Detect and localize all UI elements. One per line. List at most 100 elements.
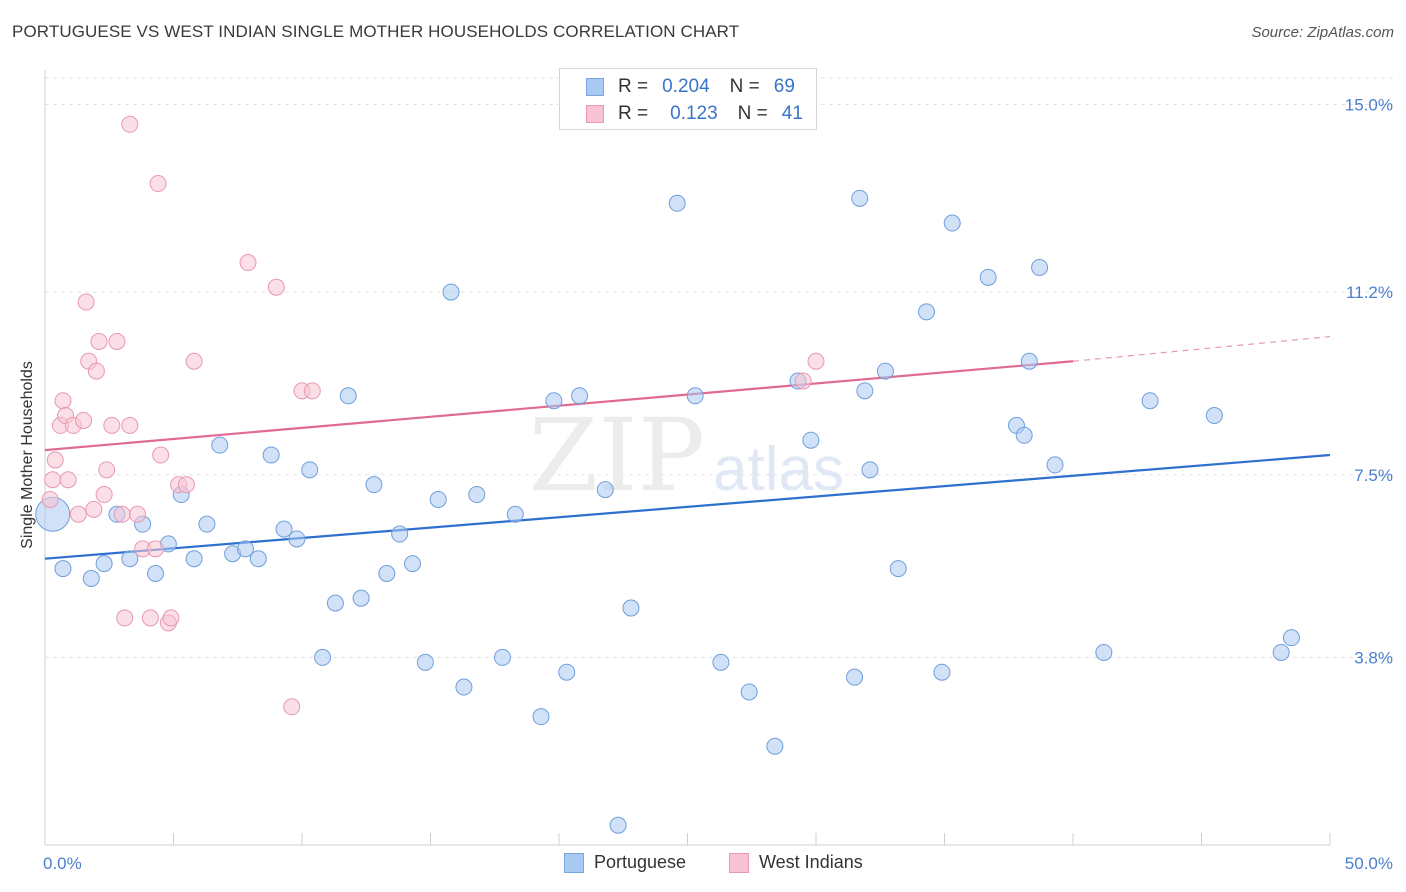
point-portuguese bbox=[596, 481, 614, 499]
legend-row-portuguese: R = 0.204 N = 69 bbox=[586, 75, 795, 99]
point-west-indians bbox=[267, 278, 285, 296]
point-portuguese bbox=[455, 678, 473, 696]
point-west-indians bbox=[95, 486, 113, 504]
point-portuguese bbox=[288, 530, 306, 548]
data-points bbox=[35, 115, 1300, 834]
point-portuguese bbox=[314, 648, 332, 666]
point-west-indians bbox=[75, 411, 93, 429]
legend-n-value: 41 bbox=[781, 103, 803, 124]
point-west-indians bbox=[149, 175, 167, 193]
point-west-indians bbox=[85, 500, 103, 518]
point-portuguese bbox=[851, 189, 869, 207]
point-portuguese bbox=[1282, 629, 1300, 647]
point-portuguese bbox=[211, 436, 229, 454]
point-west-indians bbox=[54, 392, 72, 410]
point-portuguese bbox=[1272, 643, 1290, 661]
point-portuguese bbox=[889, 560, 907, 578]
point-west-indians bbox=[103, 416, 121, 434]
gridlines bbox=[45, 77, 1395, 658]
legend-swatch-portuguese bbox=[586, 78, 604, 96]
point-west-indians bbox=[152, 446, 170, 464]
point-portuguese bbox=[802, 431, 820, 449]
trend-line-west-indians-extension bbox=[1072, 335, 1331, 362]
point-west-indians bbox=[303, 382, 321, 400]
point-portuguese bbox=[1020, 352, 1038, 370]
legend-swatch-west-indians bbox=[586, 105, 604, 123]
point-portuguese bbox=[442, 283, 460, 301]
point-portuguese bbox=[275, 520, 293, 538]
point-portuguese bbox=[185, 550, 203, 568]
point-west-indians bbox=[116, 609, 134, 627]
legend-label-portuguese: Portuguese bbox=[594, 852, 687, 872]
point-west-indians bbox=[87, 362, 105, 380]
point-portuguese bbox=[95, 555, 113, 573]
point-west-indians bbox=[807, 352, 825, 370]
point-west-indians bbox=[41, 490, 59, 508]
legend-r-label: R = bbox=[618, 103, 649, 124]
point-west-indians bbox=[141, 609, 159, 627]
point-portuguese bbox=[545, 392, 563, 410]
legend-item-portuguese[interactable]: Portuguese bbox=[564, 852, 686, 873]
legend-row-west-indians: R = 0.123 N = 41 bbox=[586, 102, 803, 126]
point-portuguese bbox=[391, 525, 409, 543]
legend-n-value: 69 bbox=[773, 76, 795, 97]
point-west-indians bbox=[108, 332, 126, 350]
point-portuguese bbox=[54, 560, 72, 578]
point-portuguese bbox=[933, 663, 951, 681]
trend-line-portuguese bbox=[44, 453, 1331, 560]
tick-labels: 3.8% 7.5% 11.2% 15.0% 0.0% 50.0% bbox=[43, 96, 1393, 873]
point-portuguese bbox=[493, 648, 511, 666]
point-portuguese bbox=[429, 490, 447, 508]
point-west-indians bbox=[113, 505, 131, 523]
point-portuguese bbox=[198, 515, 216, 533]
point-portuguese bbox=[856, 382, 874, 400]
point-west-indians bbox=[147, 540, 165, 558]
point-portuguese bbox=[236, 540, 254, 558]
point-portuguese bbox=[609, 816, 627, 834]
axes bbox=[44, 70, 1331, 846]
legend-r-value: 0.204 bbox=[662, 76, 710, 97]
x-tick-label: 0.0% bbox=[43, 854, 82, 873]
legend-n-label: N = bbox=[737, 103, 768, 124]
point-west-indians bbox=[46, 451, 64, 469]
point-portuguese bbox=[1095, 643, 1113, 661]
chart-title: PORTUGUESE VS WEST INDIAN SINGLE MOTHER … bbox=[12, 22, 740, 41]
legend-n-label: N = bbox=[729, 76, 760, 97]
y-tick-label: 11.2% bbox=[1346, 283, 1393, 302]
point-portuguese bbox=[121, 550, 139, 568]
watermark-zip: ZIP bbox=[529, 397, 705, 514]
point-west-indians bbox=[185, 352, 203, 370]
point-portuguese bbox=[846, 668, 864, 686]
point-west-indians bbox=[177, 476, 195, 494]
point-portuguese bbox=[712, 653, 730, 671]
point-portuguese bbox=[378, 565, 396, 583]
point-portuguese bbox=[668, 194, 686, 212]
legend-item-west-indians[interactable]: West Indians bbox=[729, 852, 863, 873]
point-portuguese bbox=[943, 214, 961, 232]
point-portuguese bbox=[979, 268, 997, 286]
point-portuguese bbox=[262, 446, 280, 464]
point-portuguese bbox=[686, 387, 704, 405]
point-portuguese bbox=[404, 555, 422, 573]
point-portuguese bbox=[766, 737, 784, 755]
legend-swatch-west-indians bbox=[729, 852, 749, 873]
point-portuguese bbox=[147, 565, 165, 583]
point-portuguese bbox=[532, 708, 550, 726]
point-portuguese bbox=[918, 303, 936, 321]
point-portuguese bbox=[861, 461, 879, 479]
point-west-indians bbox=[129, 505, 147, 523]
point-portuguese bbox=[82, 569, 100, 587]
point-portuguese bbox=[558, 663, 576, 681]
point-portuguese bbox=[249, 550, 267, 568]
legend-label-west-indians: West Indians bbox=[759, 852, 863, 872]
point-west-indians bbox=[121, 416, 139, 434]
point-portuguese bbox=[416, 653, 434, 671]
point-west-indians bbox=[69, 505, 87, 523]
y-tick-label: 3.8% bbox=[1354, 648, 1393, 667]
point-west-indians bbox=[162, 609, 180, 627]
point-west-indians bbox=[77, 293, 95, 311]
point-west-indians bbox=[44, 471, 62, 489]
point-portuguese bbox=[326, 594, 344, 612]
legend-swatch-portuguese bbox=[564, 852, 584, 873]
